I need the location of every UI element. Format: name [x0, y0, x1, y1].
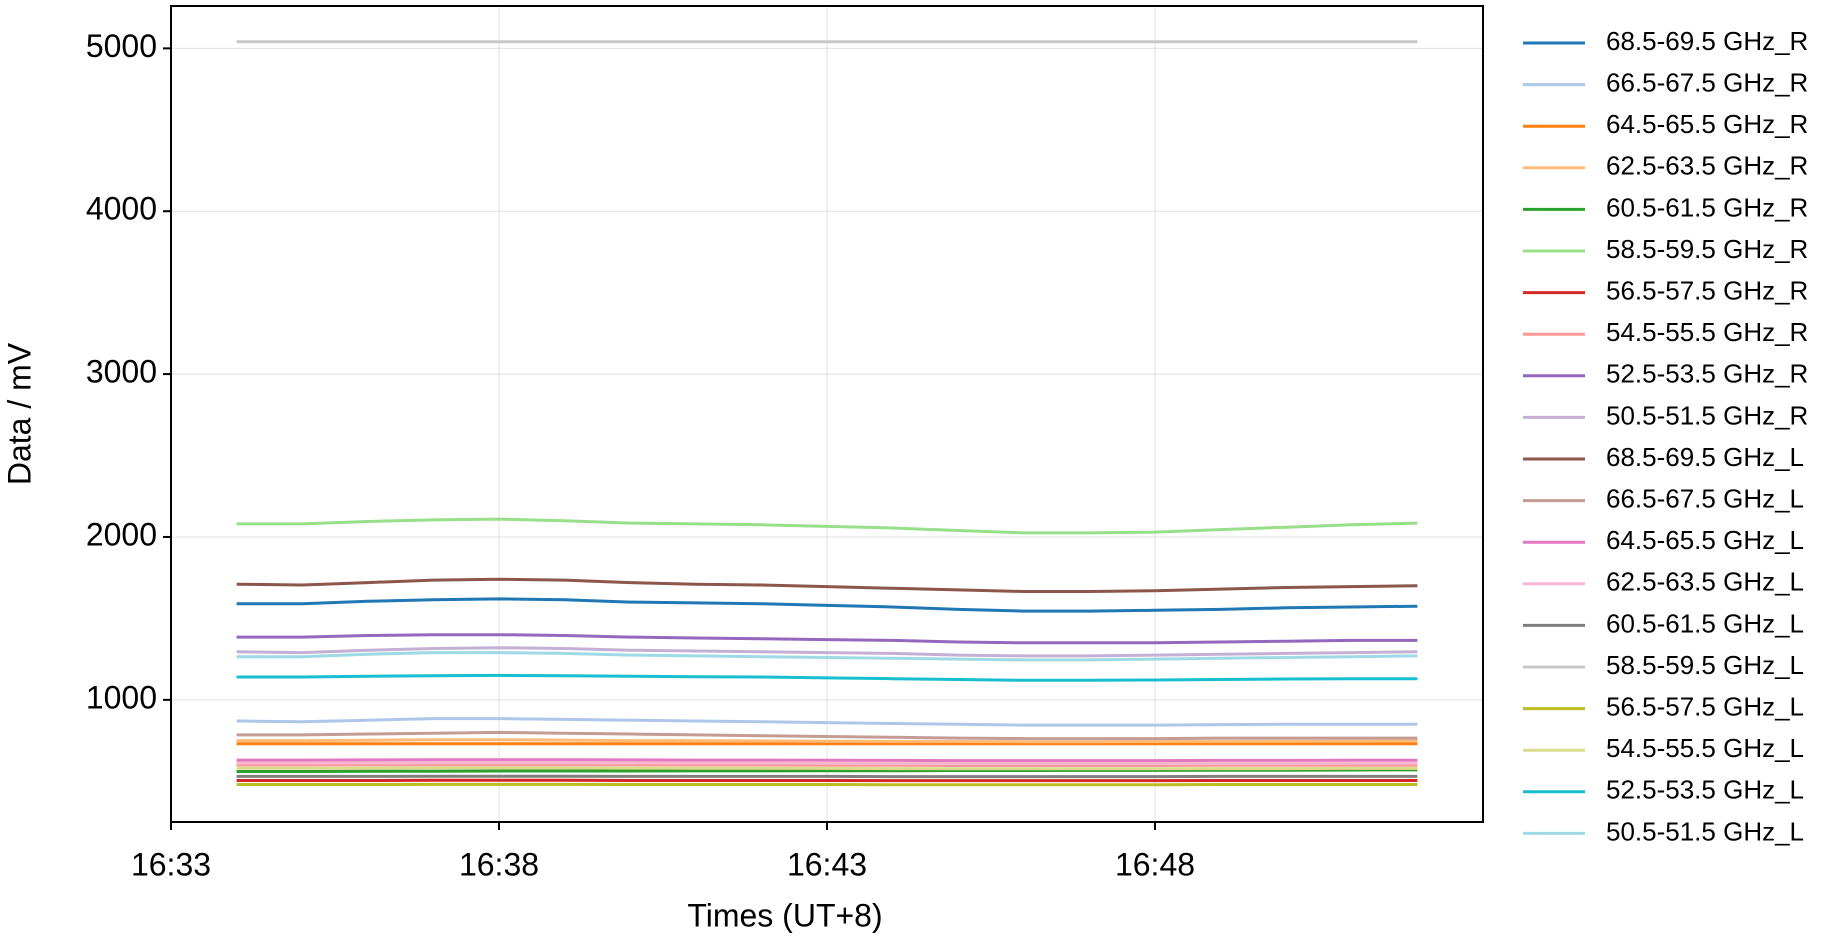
legend-label: 60.5-61.5 GHz_L	[1606, 608, 1804, 638]
y-tick-label: 3000	[86, 354, 157, 390]
series-line	[236, 763, 1418, 767]
series-line	[236, 646, 1418, 658]
x-axis-label: Times (UT+8)	[687, 897, 882, 933]
legend-label: 58.5-59.5 GHz_L	[1606, 650, 1804, 680]
legend-label: 64.5-65.5 GHz_R	[1606, 109, 1808, 139]
legend-label: 54.5-55.5 GHz_L	[1606, 733, 1804, 763]
x-tick-label: 16:48	[1115, 846, 1195, 882]
series-line	[236, 597, 1418, 613]
legend-label: 68.5-69.5 GHz_L	[1606, 442, 1804, 472]
legend-label: 68.5-69.5 GHz_R	[1606, 26, 1808, 56]
x-tick-label: 16:33	[131, 846, 211, 882]
legend-label: 64.5-65.5 GHz_L	[1606, 525, 1804, 555]
y-tick-label: 4000	[86, 191, 157, 227]
legend-label: 50.5-51.5 GHz_L	[1606, 816, 1804, 846]
series-line	[236, 577, 1418, 593]
legend-label: 56.5-57.5 GHz_L	[1606, 691, 1804, 721]
legend-label: 52.5-53.5 GHz_R	[1606, 359, 1808, 389]
legend-label: 52.5-53.5 GHz_L	[1606, 775, 1804, 805]
series-line	[236, 717, 1418, 727]
legend-label: 62.5-63.5 GHz_L	[1606, 567, 1804, 597]
legend-label: 60.5-61.5 GHz_R	[1606, 192, 1808, 222]
series-line	[236, 517, 1418, 535]
legend-label: 58.5-59.5 GHz_R	[1606, 234, 1808, 264]
y-tick-label: 2000	[86, 516, 157, 552]
legend-label: 62.5-63.5 GHz_R	[1606, 151, 1808, 181]
legend-label: 54.5-55.5 GHz_R	[1606, 317, 1808, 347]
series-line	[236, 651, 1418, 662]
series-line	[236, 633, 1418, 645]
series-line	[236, 758, 1418, 763]
series-line	[236, 761, 1418, 765]
plot-frame	[170, 5, 1484, 823]
series-line	[236, 730, 1418, 741]
legend-label: 56.5-57.5 GHz_R	[1606, 275, 1808, 305]
series-line	[236, 766, 1418, 771]
legend-label: 66.5-67.5 GHz_R	[1606, 67, 1808, 97]
y-tick-label: 5000	[86, 28, 157, 64]
x-tick-label: 16:43	[787, 846, 867, 882]
legend-label: 66.5-67.5 GHz_L	[1606, 483, 1804, 513]
y-tick-label: 1000	[86, 679, 157, 715]
legend-label: 50.5-51.5 GHz_R	[1606, 400, 1808, 430]
series-line	[236, 738, 1418, 744]
series-line	[236, 768, 1418, 773]
y-axis-label: Data / mV	[1, 342, 37, 485]
x-tick-label: 16:38	[459, 846, 539, 882]
series-line	[236, 673, 1418, 682]
